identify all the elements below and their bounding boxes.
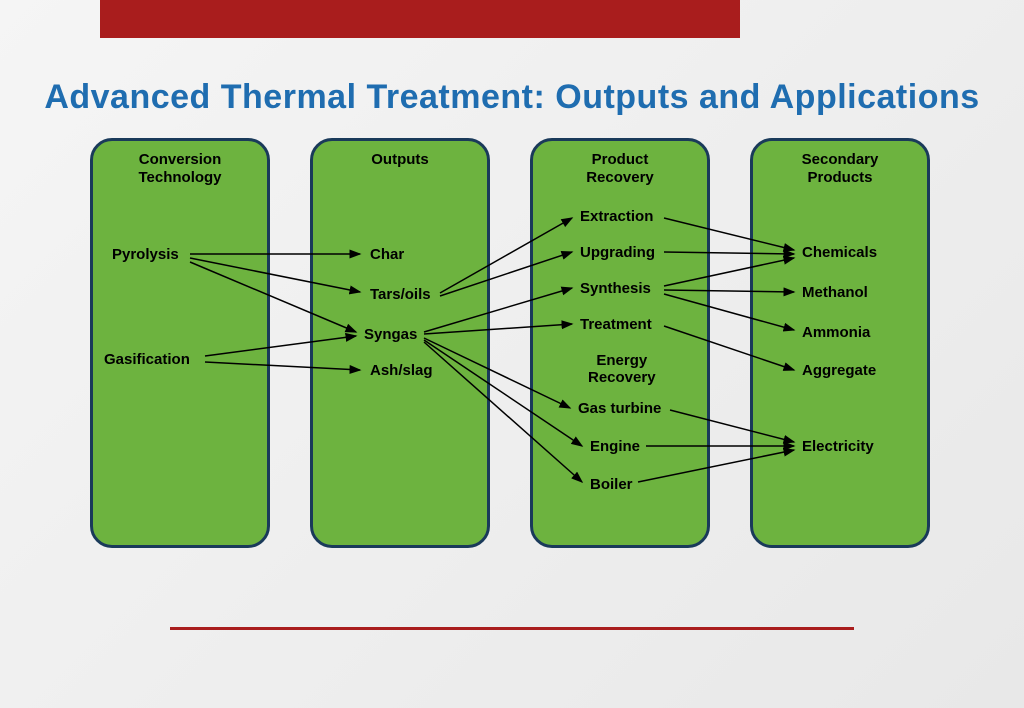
node-char: Char bbox=[370, 246, 404, 263]
node-chemicals: Chemicals bbox=[802, 244, 877, 261]
column-conversion-technology: ConversionTechnology bbox=[90, 138, 270, 548]
node-extraction: Extraction bbox=[580, 208, 653, 225]
node-electricity: Electricity bbox=[802, 438, 874, 455]
page-title: Advanced Thermal Treatment: Outputs and … bbox=[0, 78, 1024, 117]
column-outputs: Outputs bbox=[310, 138, 490, 548]
node-ashslag: Ash/slag bbox=[370, 362, 433, 379]
node-pyrolysis: Pyrolysis bbox=[112, 246, 179, 263]
node-energyrec: EnergyRecovery bbox=[588, 352, 656, 386]
column-secondary-products: SecondaryProducts bbox=[750, 138, 930, 548]
node-boiler: Boiler bbox=[590, 476, 633, 493]
node-gasification: Gasification bbox=[104, 351, 190, 368]
node-syngas: Syngas bbox=[364, 326, 417, 343]
top-accent-bar bbox=[100, 0, 740, 38]
node-engine: Engine bbox=[590, 438, 640, 455]
node-ammonia: Ammonia bbox=[802, 324, 870, 341]
column-header: SecondaryProducts bbox=[753, 141, 927, 187]
flow-diagram: ConversionTechnology Outputs ProductReco… bbox=[90, 138, 940, 558]
node-gasturbine: Gas turbine bbox=[578, 400, 661, 417]
node-tarsoils: Tars/oils bbox=[370, 286, 431, 303]
column-header: ProductRecovery bbox=[533, 141, 707, 187]
column-header: ConversionTechnology bbox=[93, 141, 267, 187]
column-header: Outputs bbox=[313, 141, 487, 169]
node-treatment: Treatment bbox=[580, 316, 652, 333]
node-aggregate: Aggregate bbox=[802, 362, 876, 379]
node-synthesis: Synthesis bbox=[580, 280, 651, 297]
bottom-accent-line bbox=[170, 627, 854, 630]
node-methanol: Methanol bbox=[802, 284, 868, 301]
node-upgrading: Upgrading bbox=[580, 244, 655, 261]
